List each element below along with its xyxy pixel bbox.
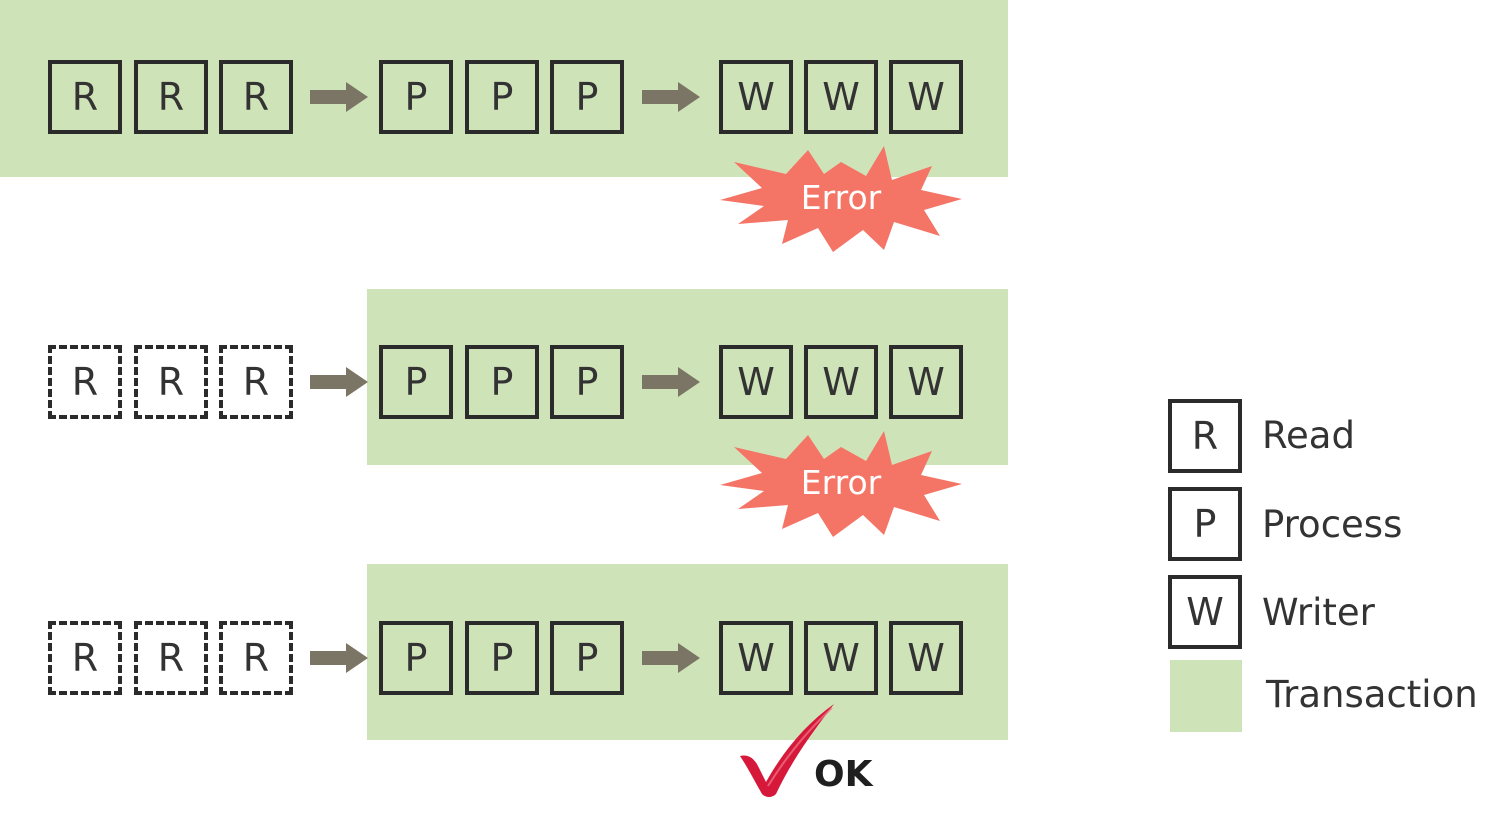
legend-writer-box: W: [1168, 575, 1242, 649]
write-step-box: W: [719, 60, 793, 134]
read-step-box: R: [48, 60, 122, 134]
right-arrow-icon: [310, 82, 368, 112]
write-step-box: W: [889, 60, 963, 134]
legend-read-label: Read: [1262, 414, 1355, 457]
error-label: Error: [800, 462, 882, 502]
error-label: Error: [800, 177, 882, 217]
legend-read-box: R: [1168, 399, 1242, 473]
process-step-box: P: [379, 345, 453, 419]
legend-process-box: P: [1168, 487, 1242, 561]
right-arrow-icon: [642, 367, 700, 397]
checkmark-icon: [740, 704, 834, 797]
read-step-box-skipped: R: [134, 621, 208, 695]
legend-writer-label: Writer: [1262, 591, 1375, 634]
read-step-box-skipped: R: [48, 621, 122, 695]
explosion-burst-icon: [720, 146, 962, 252]
right-arrow-icon: [310, 367, 368, 397]
legend-process-label: Process: [1262, 503, 1403, 546]
right-arrow-icon: [310, 643, 368, 673]
explosion-burst-icon: [720, 431, 962, 537]
read-step-box: R: [219, 60, 293, 134]
process-step-box: P: [465, 345, 539, 419]
ok-label: OK: [814, 754, 873, 795]
process-step-box: P: [550, 60, 624, 134]
write-step-box: W: [889, 621, 963, 695]
process-step-box: P: [379, 60, 453, 134]
process-step-box: P: [379, 621, 453, 695]
process-step-box: P: [550, 345, 624, 419]
write-step-box: W: [804, 60, 878, 134]
read-step-box-skipped: R: [48, 345, 122, 419]
write-step-box: W: [719, 621, 793, 695]
legend-transaction-swatch: [1170, 660, 1242, 732]
read-step-box: R: [134, 60, 208, 134]
write-step-box: W: [719, 345, 793, 419]
legend-transaction-label: Transaction: [1266, 673, 1478, 716]
right-arrow-icon: [642, 82, 700, 112]
process-step-box: P: [550, 621, 624, 695]
read-step-box-skipped: R: [219, 345, 293, 419]
right-arrow-icon: [642, 643, 700, 673]
process-step-box: P: [465, 60, 539, 134]
write-step-box: W: [804, 621, 878, 695]
transaction-band-row-1: [0, 0, 1008, 177]
write-step-box: W: [804, 345, 878, 419]
read-step-box-skipped: R: [219, 621, 293, 695]
write-step-box: W: [889, 345, 963, 419]
process-step-box: P: [465, 621, 539, 695]
read-step-box-skipped: R: [134, 345, 208, 419]
